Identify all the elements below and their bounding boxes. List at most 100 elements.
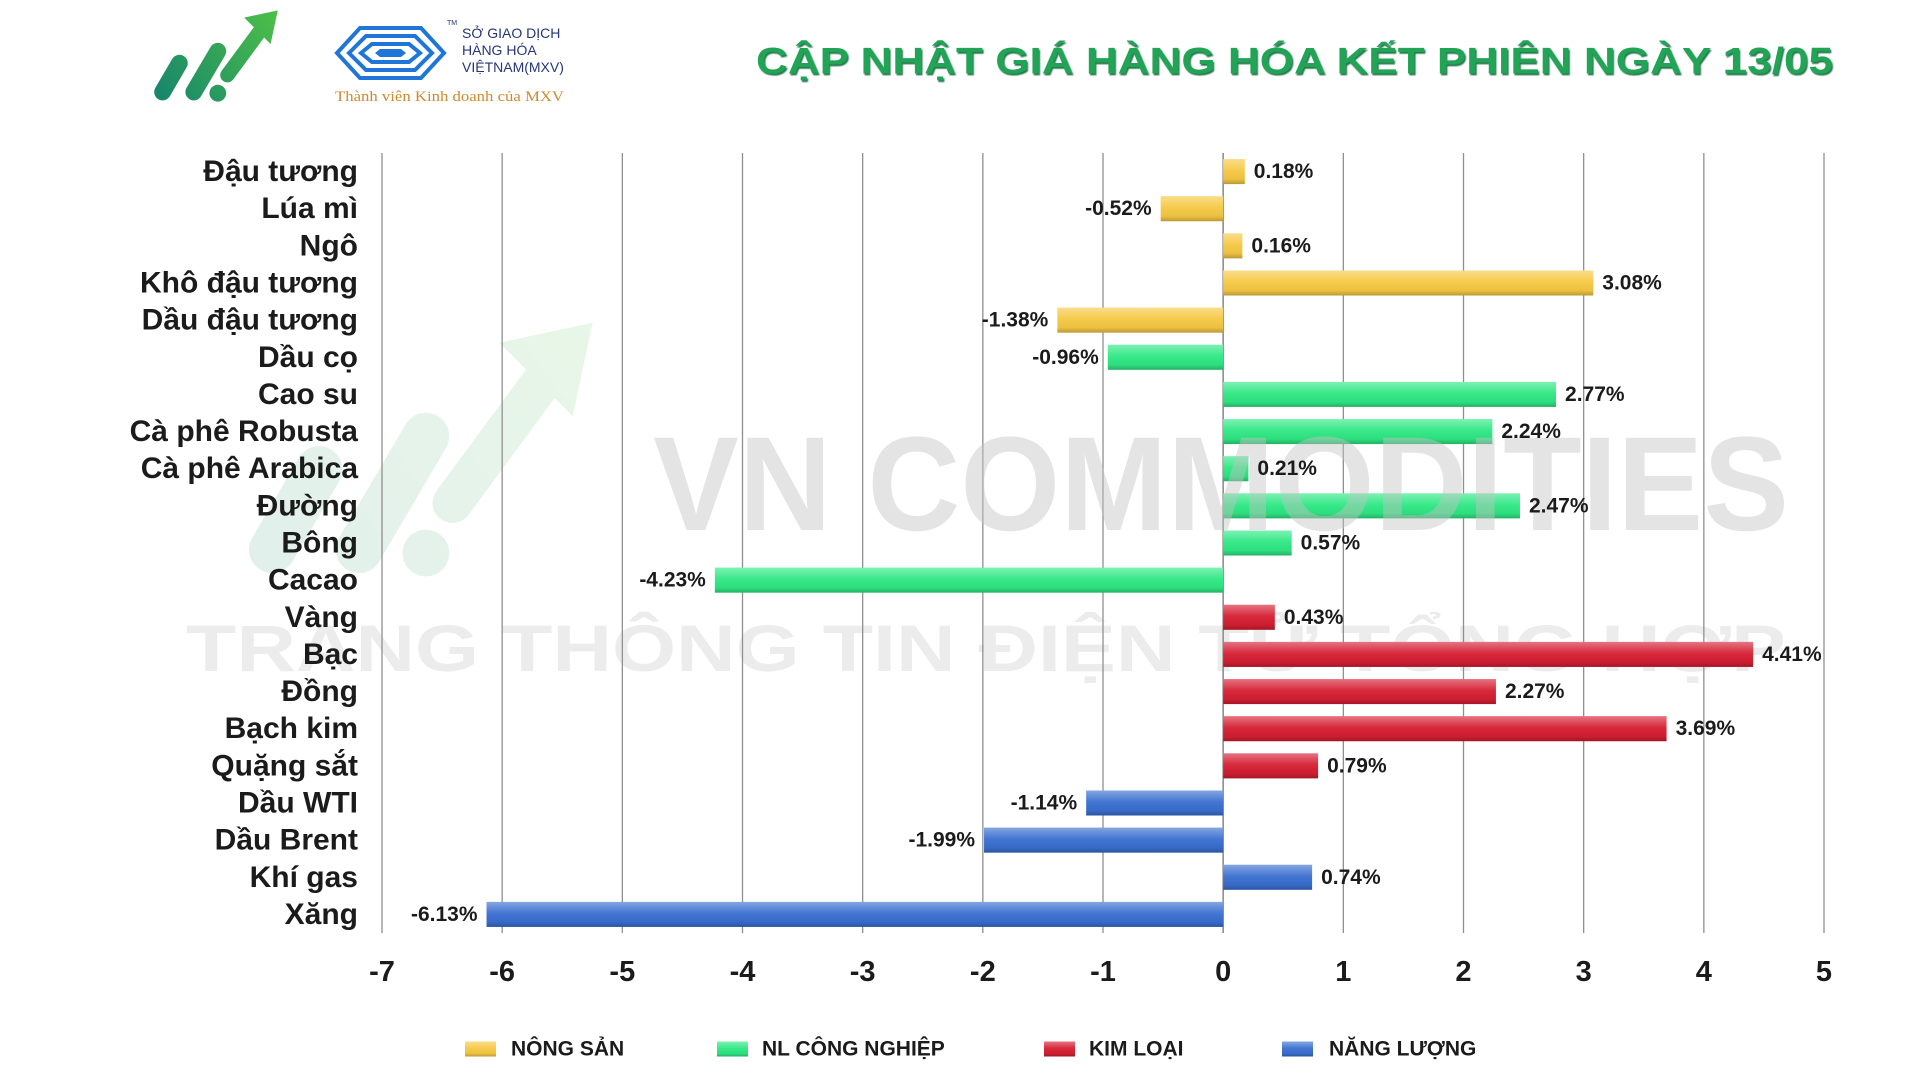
bar-group xyxy=(1223,233,1243,259)
legend-item: NL CÔNG NGHIỆP xyxy=(717,1037,945,1061)
bar-shading xyxy=(1223,679,1496,705)
category-label: Cacao xyxy=(268,564,358,597)
category-label: Quặng sắt xyxy=(211,748,358,782)
legend-swatch-shading xyxy=(717,1041,748,1057)
bar-group xyxy=(1057,307,1224,333)
bar-shading xyxy=(1223,716,1667,742)
mxv-logo-core xyxy=(375,49,406,57)
bar-group xyxy=(1223,381,1557,407)
bar-shading xyxy=(1223,270,1594,296)
data-label: 0.57% xyxy=(1301,532,1361,555)
chart-title: CẬP NHẬT GIÁ HÀNG HÓA KẾT PHIÊN NGÀY 13/… xyxy=(756,40,1833,82)
mxv-tagline: Thành viên Kinh doanh của MXV xyxy=(335,89,564,105)
data-label: 4.41% xyxy=(1762,643,1822,666)
data-label: -1.38% xyxy=(982,309,1049,332)
bar-shading xyxy=(1223,456,1249,482)
data-label: 2.24% xyxy=(1501,420,1561,443)
category-label: Ngô xyxy=(300,229,358,262)
x-tick-label: -6 xyxy=(489,956,515,988)
legend-swatch-shading xyxy=(465,1041,496,1057)
bar-group xyxy=(1223,270,1594,296)
x-tick-label: -4 xyxy=(730,956,756,988)
x-tick-label: 2 xyxy=(1455,956,1471,988)
legend-item: KIM LOẠI xyxy=(1044,1038,1184,1061)
data-label: 0.18% xyxy=(1254,160,1314,183)
x-tick-label: -3 xyxy=(850,956,876,988)
brand-logo xyxy=(163,10,278,101)
x-tick-label: -7 xyxy=(369,956,395,988)
x-tick-label: 0 xyxy=(1215,956,1231,988)
bar-shading xyxy=(1223,493,1520,519)
bar-group xyxy=(1160,196,1224,222)
mxv-name-line-2: HÀNG HÓA xyxy=(462,42,537,58)
data-label: -1.14% xyxy=(1011,792,1078,815)
x-tick-label: -5 xyxy=(609,956,635,988)
data-label: -0.52% xyxy=(1085,197,1152,220)
category-label: Cà phê Arabica xyxy=(141,452,359,485)
data-label: -4.23% xyxy=(639,569,706,592)
bar-shading xyxy=(1223,604,1275,630)
mxv-logo-outer xyxy=(334,26,447,80)
bar-shading xyxy=(1223,381,1557,407)
bar-shading xyxy=(984,827,1224,853)
bar-shading xyxy=(1223,159,1245,185)
legend-label: NÔNG SẢN xyxy=(511,1037,624,1061)
watermark-brand: VN COMMODITIES xyxy=(653,410,1789,559)
bar-group xyxy=(984,827,1224,853)
legend-swatch-shading xyxy=(1282,1041,1313,1057)
bar-group xyxy=(1223,716,1667,742)
category-label: Dầu Brent xyxy=(215,824,358,857)
data-label: -6.13% xyxy=(411,903,478,926)
x-tick-label: -1 xyxy=(1090,956,1116,988)
legend-item: NĂNG LƯỢNG xyxy=(1282,1038,1476,1061)
bar-group xyxy=(1223,159,1245,185)
category-label: Đường xyxy=(257,489,358,522)
category-label: Dầu đậu tương xyxy=(142,304,358,337)
bar-shading xyxy=(714,567,1224,593)
x-tick-label: 3 xyxy=(1576,956,1592,988)
x-axis: -7 -6 -5 -4 -3 -2 -1 0 1 2 3 4 5 xyxy=(369,956,1832,988)
category-label: Bông xyxy=(281,527,358,560)
chart-labels: Đậu tương 0.18% Lúa mì -0.52% Ngô 0.16% Khô đậ… xyxy=(130,155,1822,931)
x-tick-label: 1 xyxy=(1335,956,1351,988)
bar-shading xyxy=(1223,233,1243,259)
category-label: Vàng xyxy=(285,601,358,634)
bar-group xyxy=(1223,864,1313,890)
category-label: Khí gas xyxy=(250,861,358,894)
legend: NÔNG SẢN NL CÔNG NGHIỆP KIM LOẠI NĂNG LƯỢNG xyxy=(465,1037,1476,1061)
bar-group xyxy=(1223,456,1249,482)
bar-shading xyxy=(1223,753,1319,779)
mxv-name-line-1: SỞ GIAO DỊCH xyxy=(462,24,560,41)
category-label: Xăng xyxy=(285,898,358,931)
legend-label: KIM LOẠI xyxy=(1089,1038,1184,1061)
bar-shading xyxy=(1223,530,1292,556)
bar-group xyxy=(1223,419,1493,445)
bar-group xyxy=(714,567,1224,593)
category-label: Bạc xyxy=(303,638,358,671)
bar-shading xyxy=(1160,196,1224,222)
x-tick-label: 5 xyxy=(1816,956,1832,988)
data-label: 2.47% xyxy=(1529,494,1589,517)
bar-group xyxy=(1107,344,1224,370)
bar-group xyxy=(1223,493,1520,519)
bar-group xyxy=(1223,753,1319,779)
bar-shading xyxy=(1057,307,1224,333)
category-label: Dầu cọ xyxy=(258,341,358,374)
data-label: 3.69% xyxy=(1676,717,1736,740)
bar-shading xyxy=(1086,790,1224,816)
bar-group xyxy=(1223,641,1754,667)
bars xyxy=(486,159,1754,927)
bar-shading xyxy=(1223,641,1754,667)
data-label: 2.77% xyxy=(1565,383,1625,406)
legend-label: NĂNG LƯỢNG xyxy=(1329,1038,1476,1061)
bar-shading xyxy=(486,901,1224,927)
data-label: 0.79% xyxy=(1327,754,1387,777)
data-label: 0.74% xyxy=(1321,866,1381,889)
mxv-logo-middle xyxy=(346,34,435,72)
watermark-brand-layer: VN COMMODITIES xyxy=(653,410,1789,559)
data-label: 0.43% xyxy=(1284,606,1344,629)
bar-group xyxy=(1223,604,1275,630)
data-label: -0.96% xyxy=(1032,346,1099,369)
bar-shading xyxy=(1223,864,1313,890)
